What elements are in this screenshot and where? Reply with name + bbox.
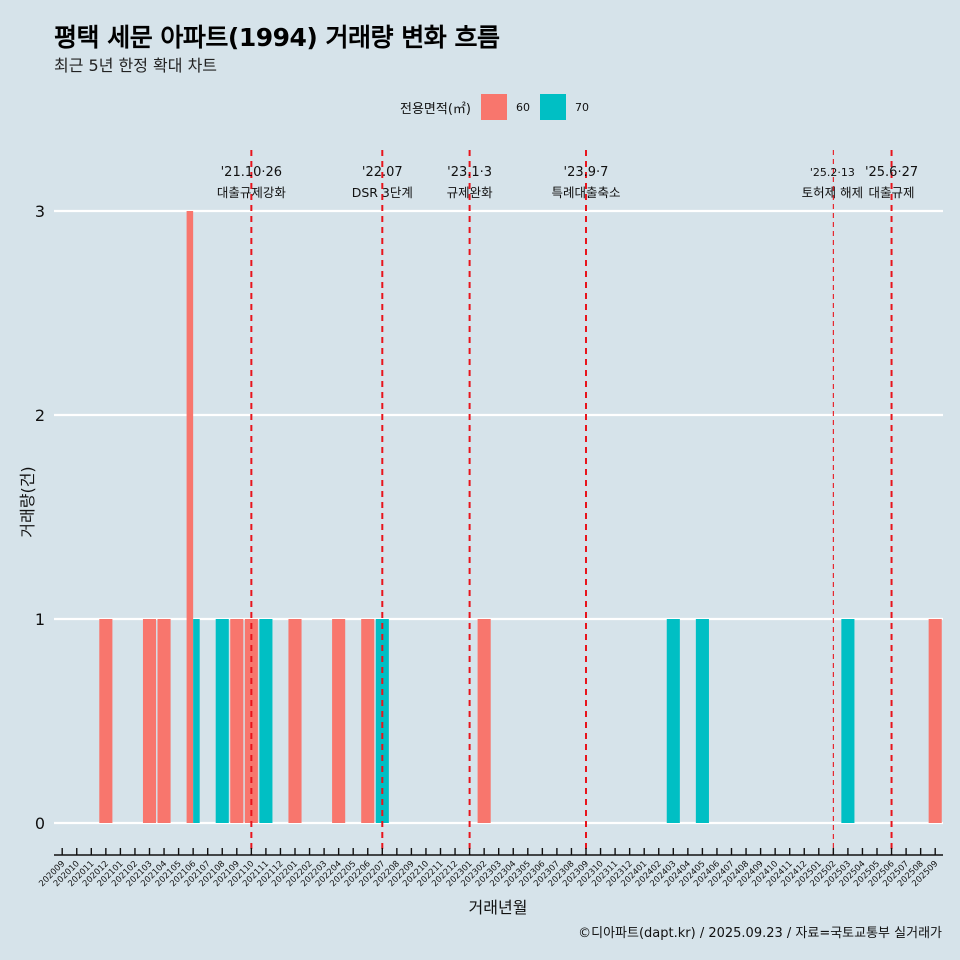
- annotation-date: '23.1·3: [447, 165, 492, 180]
- bar-70-202405: [695, 619, 709, 823]
- annotation-date: '25.6·27: [865, 165, 918, 180]
- bar-60-202110: [244, 619, 258, 823]
- bar-70-202503: [841, 619, 855, 823]
- bar-70-202403: [666, 619, 680, 823]
- bar-70-202111: [259, 619, 273, 823]
- y-tick-label: 0: [35, 814, 45, 833]
- annotation-date: '21.10·26: [221, 165, 282, 180]
- annotation-label: 특례대출축소: [551, 185, 620, 200]
- legend-swatch-60: [480, 94, 507, 120]
- legend-label-70: 70: [574, 100, 589, 114]
- annotation-label: 대출규제강화: [217, 185, 287, 200]
- annotation-date: '23.9·7: [564, 165, 609, 180]
- legend-label-60: 60: [515, 100, 530, 114]
- y-axis-title: 거래량(건): [18, 466, 37, 537]
- bar-60-202302: [477, 619, 491, 823]
- bar-60-202106: [186, 211, 194, 823]
- legend-swatch-70: [539, 94, 566, 120]
- y-tick-label: 3: [35, 202, 45, 221]
- annotation-date: '22.07: [362, 165, 403, 180]
- y-tick-label: 2: [35, 406, 45, 425]
- caption: ©디아파트(dapt.kr) / 2025.09.23 / 자료=국토교통부 실…: [578, 926, 942, 941]
- annotation-label: 규제완화: [447, 185, 494, 200]
- bar-60-202204: [332, 619, 346, 823]
- bar-60-202012: [99, 619, 113, 823]
- annotation-label: 대출규제: [869, 185, 915, 200]
- bar-70-202207: [375, 619, 389, 823]
- y-tick-label: 1: [35, 610, 45, 629]
- x-axis-title: 거래년월: [469, 898, 528, 917]
- bar-60-202201: [288, 619, 302, 823]
- annotation-label: 토허제 해제: [802, 185, 863, 200]
- bar-60-202104: [157, 619, 171, 823]
- bar-70-202106: [193, 619, 200, 823]
- bar-60-202509: [928, 619, 942, 823]
- chart-title: 평택 세문 아파트(1994) 거래량 변화 흐름: [54, 23, 500, 52]
- legend: 전용면적(㎡) 60 70: [400, 94, 599, 120]
- bar-60-202109: [230, 619, 244, 823]
- legend-title: 전용면적(㎡): [400, 101, 471, 117]
- annotation-label: DSR 3단계: [352, 185, 413, 200]
- annotation-date: '25.2·13: [810, 166, 855, 179]
- bar-70-202108: [215, 619, 229, 823]
- bar-60-202103: [142, 619, 157, 823]
- chart-subtitle: 최근 5년 한정 확대 차트: [54, 56, 218, 75]
- bar-60-202206: [361, 619, 375, 823]
